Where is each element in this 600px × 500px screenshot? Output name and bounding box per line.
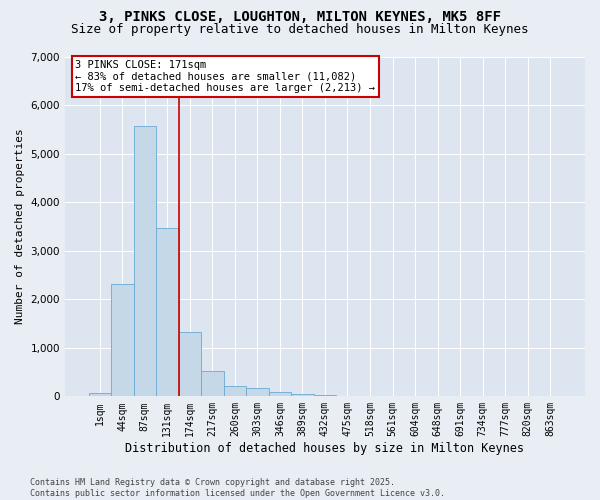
Bar [291,394,314,396]
Text: Size of property relative to detached houses in Milton Keynes: Size of property relative to detached ho… [71,22,529,36]
Bar [179,332,201,396]
Bar [156,228,179,396]
Text: Contains HM Land Registry data © Crown copyright and database right 2025.
Contai: Contains HM Land Registry data © Crown c… [30,478,445,498]
Bar [224,386,246,396]
Bar [111,284,134,397]
Bar [246,388,269,396]
Bar [89,394,111,396]
Bar [201,370,224,396]
Bar [134,126,156,396]
Text: 3, PINKS CLOSE, LOUGHTON, MILTON KEYNES, MK5 8FF: 3, PINKS CLOSE, LOUGHTON, MILTON KEYNES,… [99,10,501,24]
Bar [269,392,291,396]
Y-axis label: Number of detached properties: Number of detached properties [15,128,25,324]
X-axis label: Distribution of detached houses by size in Milton Keynes: Distribution of detached houses by size … [125,442,524,455]
Bar [314,394,336,396]
Text: 3 PINKS CLOSE: 171sqm
← 83% of detached houses are smaller (11,082)
17% of semi-: 3 PINKS CLOSE: 171sqm ← 83% of detached … [76,60,376,93]
